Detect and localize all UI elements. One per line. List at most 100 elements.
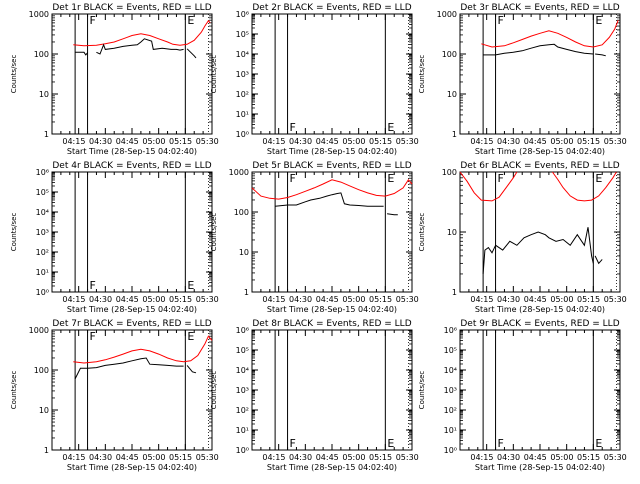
det-4-y-tick-label: 10³ <box>36 228 49 237</box>
det-7-x-tick-label: 04:15 <box>62 453 85 462</box>
det-7-x-tick-label: 05:15 <box>169 453 192 462</box>
det-7-y-tick-label: 1 <box>44 446 49 455</box>
det-7-y-tick-label: 10 <box>39 406 49 415</box>
det-8-x-tick-label: 05:30 <box>396 453 419 462</box>
det-3-series-lld <box>481 20 619 48</box>
det-2-y-tick-label: 10¹ <box>236 110 249 119</box>
det-5-x-tick-label: 04:30 <box>289 295 312 304</box>
det-9-x-tick-label: 04:15 <box>470 453 493 462</box>
det-4-y-tick-label: 10⁰ <box>36 288 49 297</box>
det-1-y-tick-label: 1 <box>44 130 49 139</box>
det-2-x-axis-label: Start Time (28-Sep-15 04:02:40) <box>267 147 397 156</box>
det-2-x-tick-label: 04:15 <box>262 137 285 146</box>
det-2-title: Det 2r BLACK = Events, RED = LLD <box>252 3 411 13</box>
det-5-x-tick-label: 04:45 <box>316 295 339 304</box>
det-8-title: Det 8r BLACK = Events, RED = LLD <box>252 319 411 329</box>
det-1-flag-e: E <box>187 14 194 27</box>
det-3-x-tick-label: 04:45 <box>524 137 547 146</box>
det-7-frame <box>51 329 213 451</box>
det-1-x-tick-label: 04:45 <box>116 137 139 146</box>
det-8-y-tick-label: 10⁰ <box>236 446 249 455</box>
det-6-x-tick-label: 05:15 <box>577 295 600 304</box>
det-4-y-tick-label: 10⁶ <box>36 168 49 177</box>
det-1-flag-f: F <box>90 14 96 27</box>
det-4-y-axis-label: Counts/sec <box>10 213 18 252</box>
det-1-y-tick-label: 100 <box>34 50 49 59</box>
det-7-series-events <box>186 365 197 374</box>
det-6-x-axis-label: Start Time (28-Sep-15 04:02:40) <box>475 305 605 314</box>
det-5-x-axis-label: Start Time (28-Sep-15 04:02:40) <box>267 305 397 314</box>
det-1-y-axis-label: Counts/sec <box>10 55 18 94</box>
det-9-y-tick-label: 10⁶ <box>444 326 457 335</box>
det-4-x-tick-label: 05:00 <box>142 295 165 304</box>
det-9-frame <box>459 329 621 451</box>
det-3-frame <box>459 13 621 135</box>
det-2-y-tick-label: 10⁵ <box>236 30 249 39</box>
det-4-y-tick-label: 10¹ <box>36 268 49 277</box>
det-9-x-tick-label: 05:15 <box>577 453 600 462</box>
det-8-x-tick-label: 05:00 <box>342 453 365 462</box>
det-6-x-tick-label: 05:00 <box>550 295 573 304</box>
det-9-x-tick-label: 05:30 <box>604 453 627 462</box>
det-9-y-tick-label: 10⁰ <box>444 446 457 455</box>
det-8-y-axis-label: Counts/sec <box>210 371 218 410</box>
det-2-x-tick-label: 05:00 <box>342 137 365 146</box>
det-6-series-lld <box>459 171 518 202</box>
det-8-x-tick-label: 05:15 <box>369 453 392 462</box>
det-6-flag-f: F <box>498 172 504 185</box>
det-3-y-axis-label: Counts/sec <box>418 55 426 94</box>
det-3-x-tick-label: 04:30 <box>497 137 520 146</box>
det-5-series-events <box>387 213 398 216</box>
det-5-y-tick-label: 1 <box>244 288 249 297</box>
det-1-x-axis-label: Start Time (28-Sep-15 04:02:40) <box>67 147 197 156</box>
det-2-x-tick-label: 04:30 <box>289 137 312 146</box>
det-1-title: Det 1r BLACK = Events, RED = LLD <box>52 3 211 13</box>
det-8-x-axis-label: Start Time (28-Sep-15 04:02:40) <box>267 463 397 472</box>
det-7-title: Det 7r BLACK = Events, RED = LLD <box>52 319 211 329</box>
det-1-x-tick-label: 05:00 <box>142 137 165 146</box>
det-9-x-tick-label: 04:30 <box>497 453 520 462</box>
det-5-title: Det 5r BLACK = Events, RED = LLD <box>252 161 411 171</box>
det-8-y-tick-label: 10² <box>236 406 249 415</box>
det-8-frame <box>251 329 413 451</box>
det-6-flag-e: E <box>595 172 602 185</box>
det-2-x-tick-label: 04:45 <box>316 137 339 146</box>
det-1-x-tick-label: 05:15 <box>169 137 192 146</box>
det-7-flag-e: E <box>187 330 194 343</box>
det-9-x-tick-label: 04:45 <box>524 453 547 462</box>
det-3-flag-e: E <box>595 14 602 27</box>
det-9-y-tick-label: 10¹ <box>444 426 457 435</box>
det-3-x-axis-label: Start Time (28-Sep-15 04:02:40) <box>475 147 605 156</box>
det-4-x-tick-label: 05:15 <box>169 295 192 304</box>
det-4-y-tick-label: 10² <box>36 248 49 257</box>
det-5-x-tick-label: 05:00 <box>342 295 365 304</box>
det-5-flag-f: F <box>290 172 296 185</box>
det-6-x-tick-label: 04:15 <box>470 295 493 304</box>
det-2-y-tick-label: 10⁴ <box>236 50 249 59</box>
det-4-x-tick-label: 04:15 <box>62 295 85 304</box>
det-5-x-tick-label: 04:15 <box>262 295 285 304</box>
det-6-series-lld <box>551 171 617 202</box>
det-2-frame <box>251 13 413 135</box>
det-8-x-tick-label: 04:15 <box>262 453 285 462</box>
det-3-y-tick-label: 10 <box>447 90 457 99</box>
det-2-y-tick-label: 10³ <box>236 70 249 79</box>
det-7-x-tick-label: 05:00 <box>142 453 165 462</box>
det-3-series-events <box>595 53 606 57</box>
det-2-y-tick-label: 10⁶ <box>236 10 249 19</box>
det-3-y-tick-label: 100 <box>442 50 457 59</box>
det-1-x-tick-label: 04:30 <box>89 137 112 146</box>
det-2-y-tick-label: 10⁰ <box>236 130 249 139</box>
det-1-series-lld <box>73 19 211 47</box>
det-6-x-tick-label: 04:45 <box>524 295 547 304</box>
det-5-y-axis-label: Counts/sec <box>210 213 218 252</box>
det-4-title: Det 4r BLACK = Events, RED = LLD <box>52 161 211 171</box>
det-9-y-tick-label: 10³ <box>444 386 457 395</box>
det-4-flag-e: E <box>187 279 194 292</box>
det-7-x-axis-label: Start Time (28-Sep-15 04:02:40) <box>67 463 197 472</box>
det-4-x-tick-label: 04:30 <box>89 295 112 304</box>
det-9-y-tick-label: 10² <box>444 406 457 415</box>
det-9-flag-e: E <box>595 437 602 450</box>
det-1-y-tick-label: 10 <box>39 90 49 99</box>
